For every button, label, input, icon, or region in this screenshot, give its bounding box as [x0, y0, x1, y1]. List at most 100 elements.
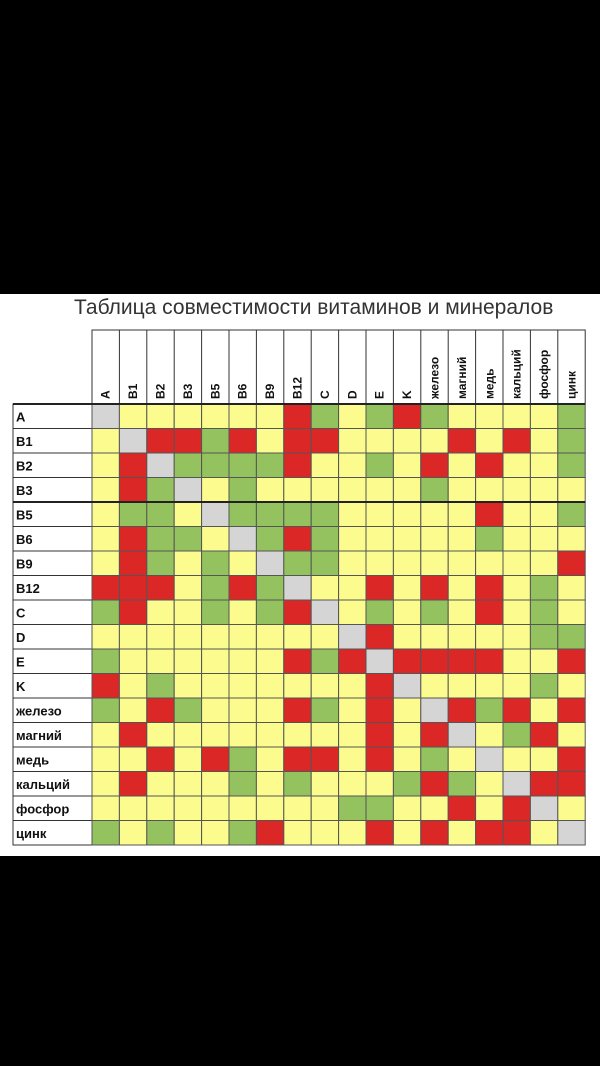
heatmap-cell: [146, 624, 175, 650]
heatmap-cell: [255, 771, 285, 797]
heatmap-cell: [310, 428, 340, 454]
row-label-cell: [12, 697, 93, 723]
column-label: D: [345, 390, 359, 399]
heatmap-cell: [228, 403, 257, 429]
heatmap-cell: [502, 526, 531, 552]
heatmap-cell: [91, 795, 120, 821]
heatmap-cell: [502, 403, 531, 429]
heatmap-cell: [283, 771, 312, 797]
heatmap-cell: [228, 722, 257, 748]
heatmap-cell: [557, 575, 586, 601]
column-label: K: [400, 390, 414, 399]
heatmap-cell: [228, 526, 257, 552]
heatmap-cell: [228, 599, 257, 625]
heatmap-cell: [146, 428, 175, 454]
heatmap-cell: [365, 403, 394, 429]
heatmap-cell: [557, 477, 586, 503]
heatmap-cell: [255, 575, 285, 601]
heatmap-cell: [118, 501, 148, 527]
heatmap-cell: [255, 673, 285, 699]
heatmap-cell: [283, 428, 312, 454]
heatmap-cell: [392, 428, 422, 454]
row-label-cell: [12, 673, 93, 699]
heatmap-cell: [173, 452, 203, 478]
heatmap-cell: [529, 428, 559, 454]
heatmap-cell: [502, 599, 531, 625]
heatmap-cell: [392, 820, 422, 846]
heatmap-cell: [173, 501, 203, 527]
column-label: B1: [126, 383, 140, 399]
row-label-cell: [12, 795, 93, 821]
heatmap-cell: [283, 624, 312, 650]
heatmap-cell: [201, 452, 230, 478]
heatmap-cell: [392, 575, 422, 601]
heatmap-cell: [146, 673, 175, 699]
heatmap-cell: [118, 550, 148, 576]
heatmap-cell: [557, 673, 586, 699]
heatmap-cell: [365, 746, 394, 772]
heatmap-cell: [310, 575, 340, 601]
heatmap-cell: [529, 575, 559, 601]
heatmap-cell: [502, 501, 531, 527]
heatmap-cell: [338, 501, 367, 527]
row-label-cell: [12, 771, 93, 797]
heatmap-cell: [310, 648, 340, 674]
heatmap-cell: [365, 526, 394, 552]
heatmap-cell: [118, 526, 148, 552]
heatmap-cell: [91, 820, 120, 846]
heatmap-cell: [447, 452, 477, 478]
heatmap-cell: [283, 477, 312, 503]
heatmap-cell: [447, 795, 477, 821]
heatmap-cell: [255, 526, 285, 552]
column-label: магний: [455, 357, 469, 399]
heatmap-cell: [557, 599, 586, 625]
compatibility-panel: Таблица совместимости витаминов и минера…: [0, 294, 600, 856]
heatmap-cell: [310, 477, 340, 503]
heatmap-cell: [146, 599, 175, 625]
heatmap-cell: [201, 771, 230, 797]
row-label: медь: [16, 752, 49, 767]
heatmap-cell: [255, 599, 285, 625]
heatmap-cell: [228, 428, 257, 454]
column-label: B9: [263, 383, 277, 399]
heatmap-cell: [475, 501, 504, 527]
heatmap-cell: [201, 477, 230, 503]
column-label: железо: [428, 357, 442, 400]
heatmap-cell: [475, 697, 504, 723]
heatmap-cell: [420, 599, 449, 625]
heatmap-cell: [310, 550, 340, 576]
heatmap-cell: [118, 452, 148, 478]
heatmap-cell: [91, 624, 120, 650]
heatmap-cell: [392, 795, 422, 821]
heatmap-cell: [475, 722, 504, 748]
row-label-cell: [12, 428, 93, 454]
heatmap-cell: [310, 820, 340, 846]
heatmap-cell: [475, 526, 504, 552]
row-label-cell: [12, 403, 93, 429]
heatmap-cell: [228, 795, 257, 821]
heatmap-cell: [392, 771, 422, 797]
heatmap-cell: [502, 820, 531, 846]
heatmap-cell: [173, 722, 203, 748]
heatmap-cell: [173, 820, 203, 846]
heatmap-cell: [283, 795, 312, 821]
heatmap-cell: [447, 722, 477, 748]
heatmap-cell: [146, 746, 175, 772]
heatmap-cell: [529, 771, 559, 797]
column-label: фосфор: [537, 350, 551, 399]
heatmap-cell: [338, 624, 367, 650]
heatmap-cell: [283, 820, 312, 846]
heatmap-cell: [201, 648, 230, 674]
heatmap-cell: [310, 599, 340, 625]
heatmap-cell: [255, 428, 285, 454]
row-label-cell: [12, 452, 93, 478]
heatmap-cell: [447, 771, 477, 797]
heatmap-cell: [392, 599, 422, 625]
heatmap-cell: [392, 501, 422, 527]
heatmap-cell: [420, 452, 449, 478]
heatmap-cell: [557, 624, 586, 650]
heatmap-cell: [447, 550, 477, 576]
column-label: E: [373, 391, 387, 399]
heatmap-cell: [91, 599, 120, 625]
heatmap-cell: [255, 648, 285, 674]
